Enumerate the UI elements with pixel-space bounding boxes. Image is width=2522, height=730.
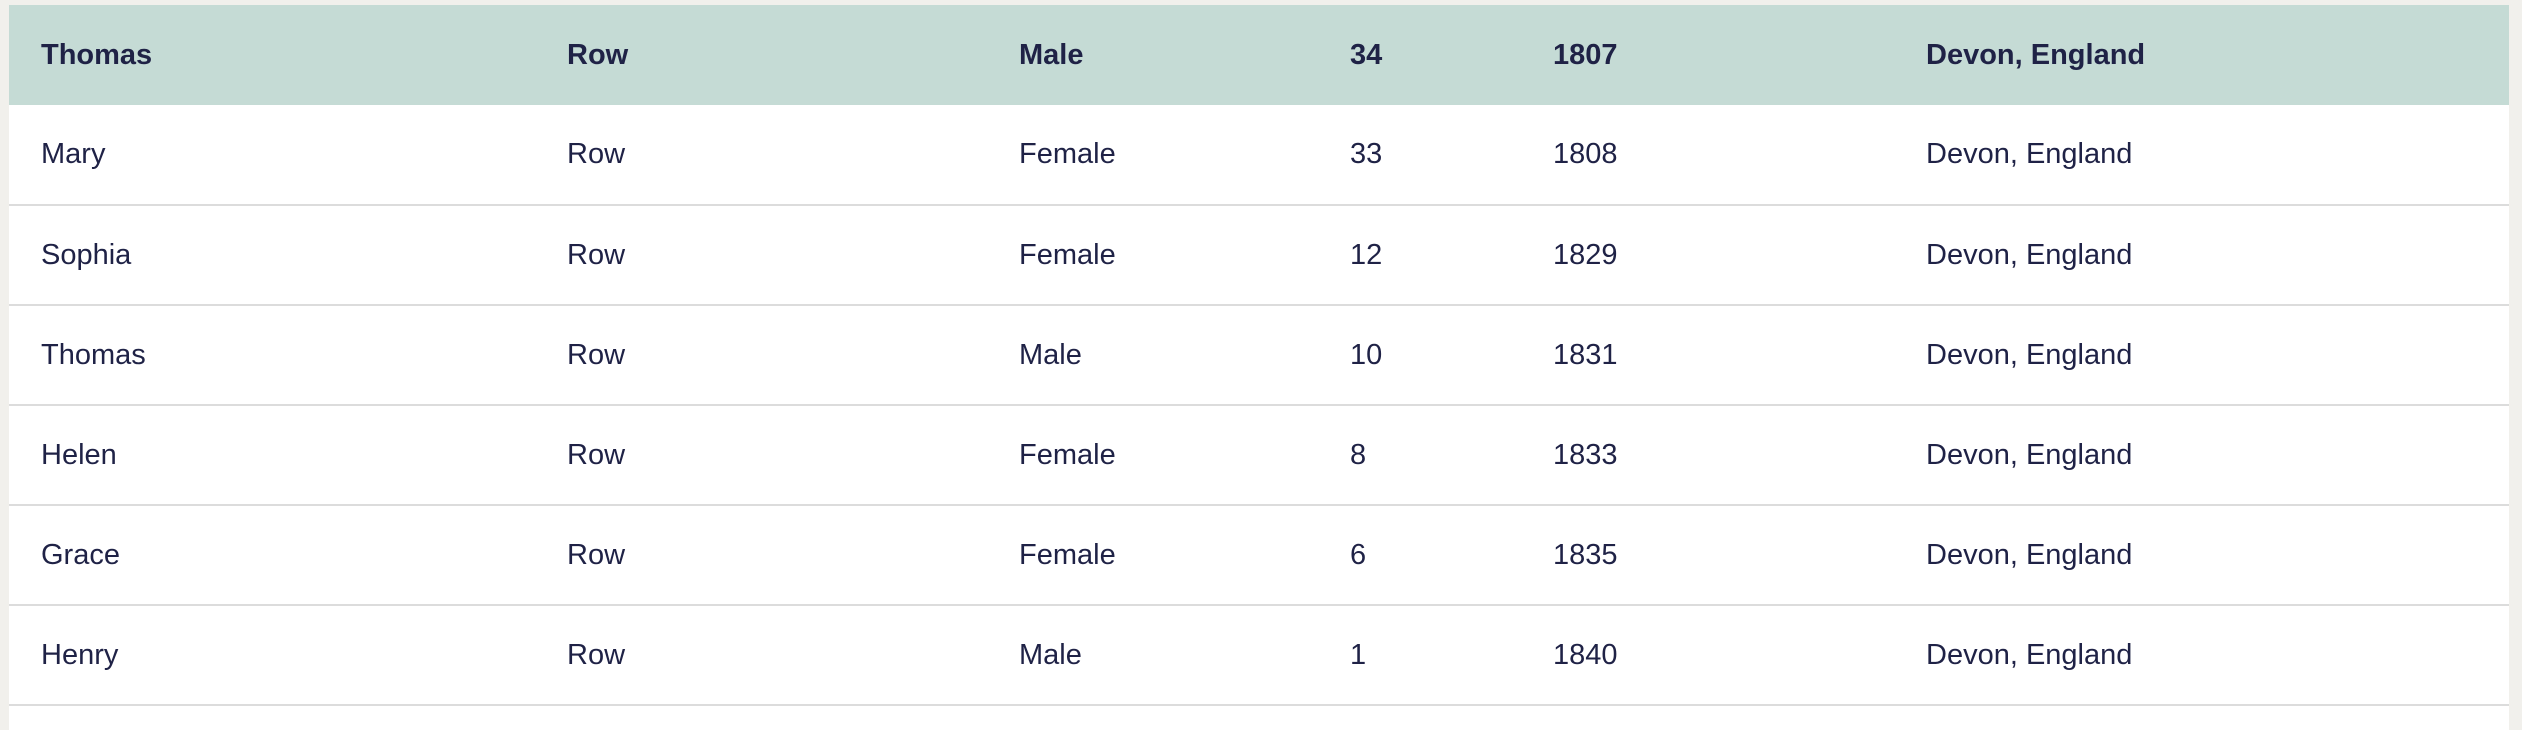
- cell-first-name: Mary: [41, 138, 106, 170]
- cell-last-name: Row: [567, 238, 626, 271]
- cell-birthplace: Devon, England: [1926, 638, 2133, 671]
- cell-birthplace: Devon, England: [1926, 38, 2146, 71]
- cell-age: 33: [1350, 138, 1383, 170]
- cell-birthplace: Devon, England: [1926, 138, 2133, 170]
- cell-sex: Female: [1019, 138, 1116, 170]
- cell-sex: Male: [1019, 38, 1084, 71]
- cell-birth-year: 1831: [1553, 338, 1618, 371]
- table-row: Henry Row Male 1 1840 Devon, England: [9, 605, 2509, 705]
- cell-birth-year: 1808: [1553, 138, 1618, 170]
- cell-sex: Female: [1019, 538, 1116, 571]
- household-table-panel: Thomas Row Male 34 1807 Devon, England M…: [9, 5, 2509, 730]
- cell-last-name: Row: [567, 138, 626, 170]
- table-row: Thomas Row Male 10 1831 Devon, England: [9, 305, 2509, 405]
- table-row: Sophia Row Female 12 1829 Devon, England: [9, 205, 2509, 305]
- cell-age: 10: [1350, 338, 1383, 371]
- cell-birthplace: Devon, England: [1926, 538, 2133, 571]
- cell-last-name: Row: [567, 38, 629, 71]
- cell-birth-year: 1807: [1553, 38, 1618, 71]
- cell-birth-year: 1840: [1553, 638, 1618, 671]
- cell-sex: Female: [1019, 238, 1116, 271]
- cell-last-name: Row: [567, 538, 626, 571]
- cell-first-name: Sophia: [41, 238, 132, 271]
- cell-birth-year: 1835: [1553, 538, 1618, 571]
- cell-first-name: Helen: [41, 438, 117, 471]
- cell-birthplace: Devon, England: [1926, 238, 2133, 271]
- cell-last-name: Row: [567, 438, 626, 471]
- cell-first-name: Thomas: [41, 338, 146, 371]
- cell-age: 12: [1350, 238, 1383, 271]
- cell-sex: Male: [1019, 638, 1082, 671]
- table-row: Mary Row Female 33 1808 Devon, England: [9, 105, 2509, 205]
- head-of-household-row: Thomas Row Male 34 1807 Devon, England: [9, 5, 2509, 105]
- household-members-table: Thomas Row Male 34 1807 Devon, England M…: [9, 5, 2509, 706]
- cell-age: 8: [1350, 438, 1367, 471]
- cell-age: 34: [1350, 38, 1383, 71]
- cell-birthplace: Devon, England: [1926, 338, 2133, 371]
- cell-sex: Female: [1019, 438, 1116, 471]
- cell-birthplace: Devon, England: [1926, 438, 2133, 471]
- cell-sex: Male: [1019, 338, 1082, 371]
- cell-first-name: Henry: [41, 638, 119, 671]
- cell-last-name: Row: [567, 638, 626, 671]
- cell-last-name: Row: [567, 338, 626, 371]
- cell-first-name: Thomas: [41, 38, 153, 71]
- cell-first-name: Grace: [41, 538, 120, 571]
- table-row: Grace Row Female 6 1835 Devon, England: [9, 505, 2509, 605]
- cell-birth-year: 1829: [1553, 238, 1618, 271]
- cell-birth-year: 1833: [1553, 438, 1618, 471]
- cell-age: 6: [1350, 538, 1367, 571]
- table-row: Helen Row Female 8 1833 Devon, England: [9, 405, 2509, 505]
- cell-age: 1: [1350, 638, 1367, 671]
